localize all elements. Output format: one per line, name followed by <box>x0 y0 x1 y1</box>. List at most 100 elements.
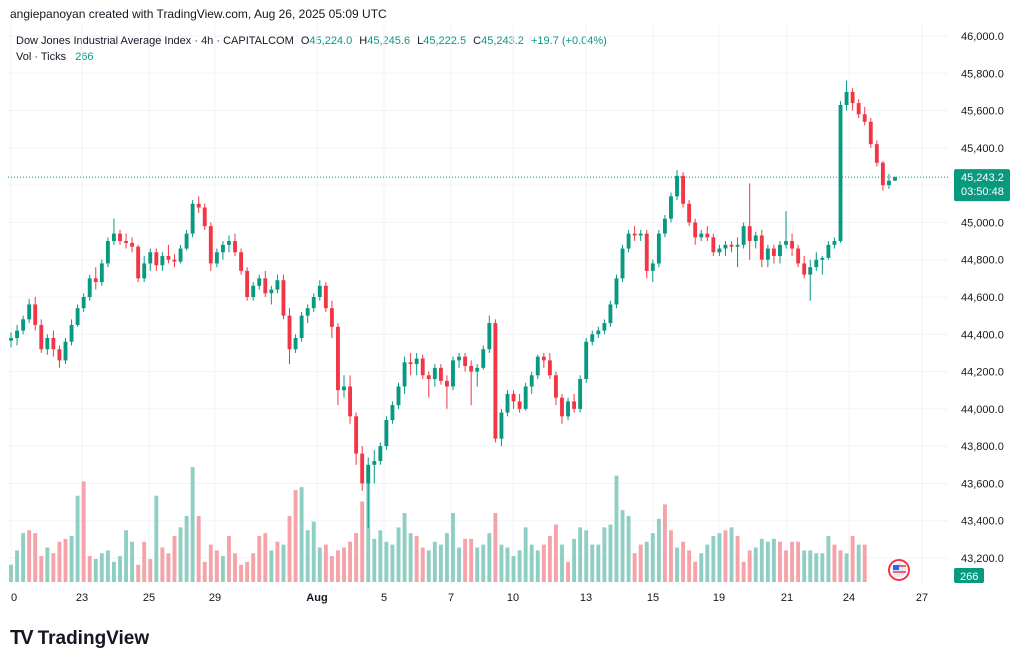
volume-bar <box>535 550 540 582</box>
candle-body <box>21 319 26 331</box>
volume-bar <box>263 533 268 582</box>
candle-body <box>81 297 86 309</box>
legend-volume-label[interactable]: Vol · Ticks <box>16 51 67 63</box>
volume-bar <box>190 467 195 582</box>
candle-body <box>868 121 873 145</box>
price-tick-label: 44,400.0 <box>961 329 1004 341</box>
volume-bar <box>802 550 807 582</box>
candle-body <box>778 244 782 256</box>
candle-body <box>620 248 625 279</box>
volume-bar <box>850 536 855 582</box>
candle-body <box>305 308 310 316</box>
volume-bar <box>463 538 468 582</box>
candle-body <box>426 375 431 380</box>
volume-bar <box>317 547 322 582</box>
candle-body <box>832 241 837 245</box>
volume-bar <box>45 547 50 582</box>
candle-body <box>487 323 492 350</box>
candle-body <box>741 226 746 245</box>
time-axis: 0 23 25 29 Aug 5 7 10 13 15 19 21 24 27 <box>11 592 928 604</box>
time-tick-label: 7 <box>448 592 454 604</box>
candle-body <box>469 365 474 372</box>
legend-open-value: 45,224.0 <box>309 35 353 47</box>
us-flag-event-icon <box>888 559 910 581</box>
candle-body <box>172 259 177 262</box>
price-tick-label: 43,200.0 <box>961 553 1004 565</box>
volume-bar <box>214 550 219 582</box>
volume-bar <box>523 527 528 582</box>
candle-body <box>299 315 304 339</box>
volume-bar <box>457 547 461 582</box>
legend-high-value: 45,245.6 <box>367 35 411 47</box>
candle-body <box>257 278 262 286</box>
candle-body <box>445 380 449 387</box>
volume-badge <box>954 568 984 583</box>
candle-body <box>572 401 577 409</box>
candle-body <box>796 248 801 264</box>
candle-body <box>63 341 68 361</box>
legend-change: +19.7 (+0.04%) <box>531 35 607 47</box>
candle-body <box>166 255 171 260</box>
tradingview-logo-text: TradingView <box>37 627 150 649</box>
candle-body <box>111 233 116 242</box>
volume-bar <box>778 541 782 582</box>
candle-body <box>354 416 359 454</box>
candle-body <box>584 341 589 380</box>
volume-bar <box>142 541 147 582</box>
volume-bar <box>57 541 62 582</box>
legend-high-label: H <box>359 35 368 47</box>
legend-open-label: O <box>300 35 310 47</box>
volume-bar <box>354 533 359 582</box>
volume-bar <box>311 521 316 582</box>
price-tick-label: 46,000.0 <box>961 31 1004 43</box>
candle-body <box>329 308 334 327</box>
candle-body <box>136 246 141 279</box>
volume-bar <box>808 550 813 582</box>
volume-bar <box>245 561 250 582</box>
candle-body <box>360 453 365 484</box>
candle-body <box>729 244 734 247</box>
volume-bar <box>275 541 280 582</box>
candle-body <box>93 278 98 283</box>
volume-bar <box>148 559 153 582</box>
price-tick-label: 43,800.0 <box>961 441 1004 453</box>
candle-body <box>560 397 564 417</box>
candle-body <box>390 405 395 421</box>
candle-body <box>638 233 643 236</box>
candle-body <box>590 334 595 342</box>
candle-body <box>178 248 183 262</box>
volume-bar <box>614 475 619 582</box>
candle-body <box>190 203 195 234</box>
volume-bar <box>239 564 244 582</box>
volume-bar <box>626 515 631 582</box>
candle-body <box>814 259 819 268</box>
candle-body <box>239 252 244 271</box>
volume-bar <box>445 533 449 582</box>
candles <box>8 80 948 529</box>
legend-symbol[interactable]: Dow Jones Industrial Average Index · 4h … <box>16 35 294 47</box>
candle-body <box>475 367 480 372</box>
volume-bar <box>75 495 80 582</box>
price-axis: 46,000.045,800.045,600.045,400.045,200.0… <box>961 31 1004 565</box>
candle-body <box>578 379 583 409</box>
time-tick-label: 0 <box>11 592 17 604</box>
candle-body <box>408 362 413 365</box>
price-tick-label: 44,000.0 <box>961 404 1004 416</box>
candle-body <box>87 278 92 297</box>
volume-bar <box>469 538 474 582</box>
time-tick-label: 5 <box>381 592 387 604</box>
candle-body <box>420 358 425 376</box>
volume-bar <box>650 533 655 582</box>
volume-bar <box>208 544 213 582</box>
chart-caption: angiepanoyan created with TradingView.co… <box>10 7 387 21</box>
candle-body <box>753 235 758 242</box>
candle-body <box>281 280 286 316</box>
tradingview-logo[interactable]: TV TradingView <box>10 627 149 650</box>
volume-badge-label: 266 <box>960 571 978 583</box>
legend-volume-row[interactable]: Vol · Ticks 266 <box>16 49 607 65</box>
candle-body <box>342 386 346 391</box>
candle-body <box>553 375 558 398</box>
candle-body <box>396 386 401 406</box>
volume-bar <box>299 487 304 582</box>
